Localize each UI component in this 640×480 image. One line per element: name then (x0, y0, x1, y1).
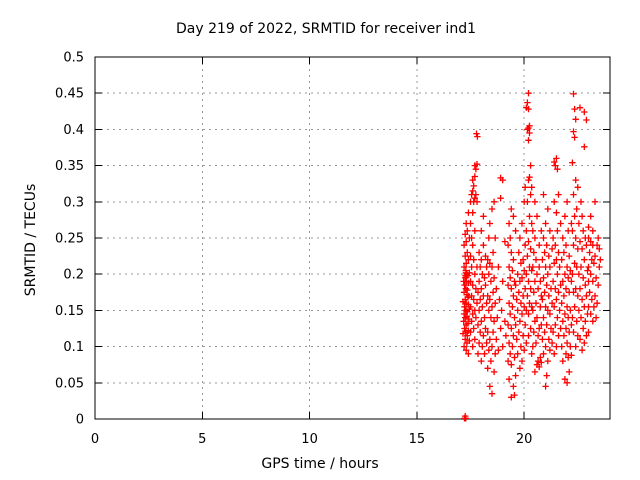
x-tick-label: 20 (516, 432, 533, 447)
y-tick-label: 0.3 (63, 195, 84, 210)
x-tick-label: 0 (91, 432, 99, 447)
scatter-points (459, 90, 604, 422)
x-tick-label: 15 (409, 432, 426, 447)
x-tick-label: 10 (301, 432, 318, 447)
y-tick-label: 0.45 (55, 87, 84, 102)
y-tick-label: 0.35 (55, 159, 84, 174)
x-axis-label: GPS time / hours (261, 456, 379, 472)
y-tick-label: 0.1 (63, 340, 84, 355)
x-tick-label: 5 (198, 432, 206, 447)
y-tick-label: 0.05 (55, 376, 84, 391)
y-tick-label: 0.15 (55, 304, 84, 319)
y-tick-label: 0.5 (63, 51, 84, 66)
chart-title: Day 219 of 2022, SRMTID for receiver ind… (176, 21, 476, 37)
y-tick-label: 0 (76, 413, 84, 428)
y-tick-label: 0.4 (63, 123, 84, 138)
y-tick-label: 0.2 (63, 268, 84, 283)
y-tick-label: 0.25 (55, 232, 84, 247)
